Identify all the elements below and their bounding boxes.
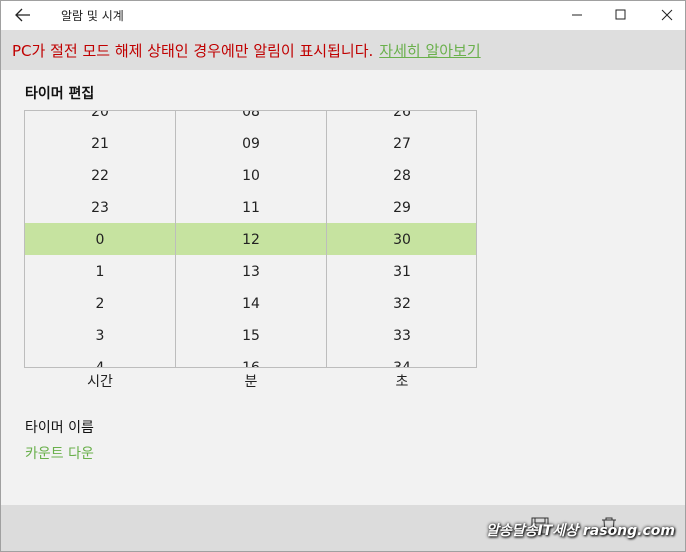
picker-item: 1 [95,264,105,280]
column-label: 초 [395,374,409,390]
column-divider [175,111,176,367]
notice-banner: PC가 절전 모드 해제 상태인 경우에만 알림이 표시됩니다. 자세히 알아보기 [1,30,685,70]
command-bar [1,505,685,551]
picker-item: 20 [91,111,109,120]
banner-message: PC가 절전 모드 해제 상태인 경우에만 알림이 표시됩니다. [12,42,374,60]
picker-item: 4 [25,352,175,367]
learn-more-link[interactable]: 자세히 알아보기 [379,42,481,60]
name-value[interactable]: 카운트 다운 [25,446,94,462]
title-bar: 알람 및 시계 [1,1,685,30]
picker-item: 08 [242,111,260,120]
column-label: 분 [244,374,258,390]
picker-column[interactable]: 08 09 10 11 12 13 14 15 16 [176,111,326,367]
picker-column[interactable]: 26 27 28 29 30 31 32 33 34 [327,111,477,367]
close-button[interactable] [661,9,673,21]
picker-item: 11 [242,200,260,216]
picker-item: 12 [242,232,260,248]
selection-highlight [25,223,476,255]
section-heading: 타이머 편집 [25,86,95,102]
delete-button[interactable] [601,517,617,535]
picker-item: 28 [393,168,411,184]
time-picker[interactable]: 2021222301234080910111213141516262728293… [24,110,477,368]
name-label: 타이머 이름 [25,420,94,436]
picker-item: 0 [95,232,105,248]
picker-item: 14 [242,296,260,312]
picker-item: 3 [95,328,105,344]
picker-item: 30 [393,232,411,248]
column-label: 시간 [87,374,113,390]
minimize-button[interactable] [571,9,583,21]
picker-column[interactable]: 2021222301234 [25,111,175,367]
picker-item: 23 [91,200,109,216]
picker-item: 15 [242,328,260,344]
picker-item: 33 [393,328,411,344]
picker-item: 2 [95,296,105,312]
picker-item: 27 [393,136,411,152]
picker-item: 22 [91,168,109,184]
picker-item: 34 [327,352,477,367]
picker-item: 31 [393,264,411,280]
watermark: 알송달송IT세상 rasong.com [485,523,675,539]
picker-item: 29 [393,200,411,216]
save-button[interactable] [531,517,549,535]
picker-item: 09 [242,136,260,152]
maximize-button[interactable] [615,9,627,21]
picker-item: 21 [91,136,109,152]
picker-item: 13 [242,264,260,280]
picker-item: 10 [242,168,260,184]
banner-text: PC가 절전 모드 해제 상태인 경우에만 알림이 표시됩니다. 자세히 알아보기 [12,40,481,61]
picker-item: 32 [393,296,411,312]
window-title: 알람 및 시계 [61,9,124,23]
picker-item: 26 [393,111,411,120]
back-button[interactable] [15,8,31,22]
column-divider [326,111,327,367]
picker-item: 16 [176,352,326,367]
